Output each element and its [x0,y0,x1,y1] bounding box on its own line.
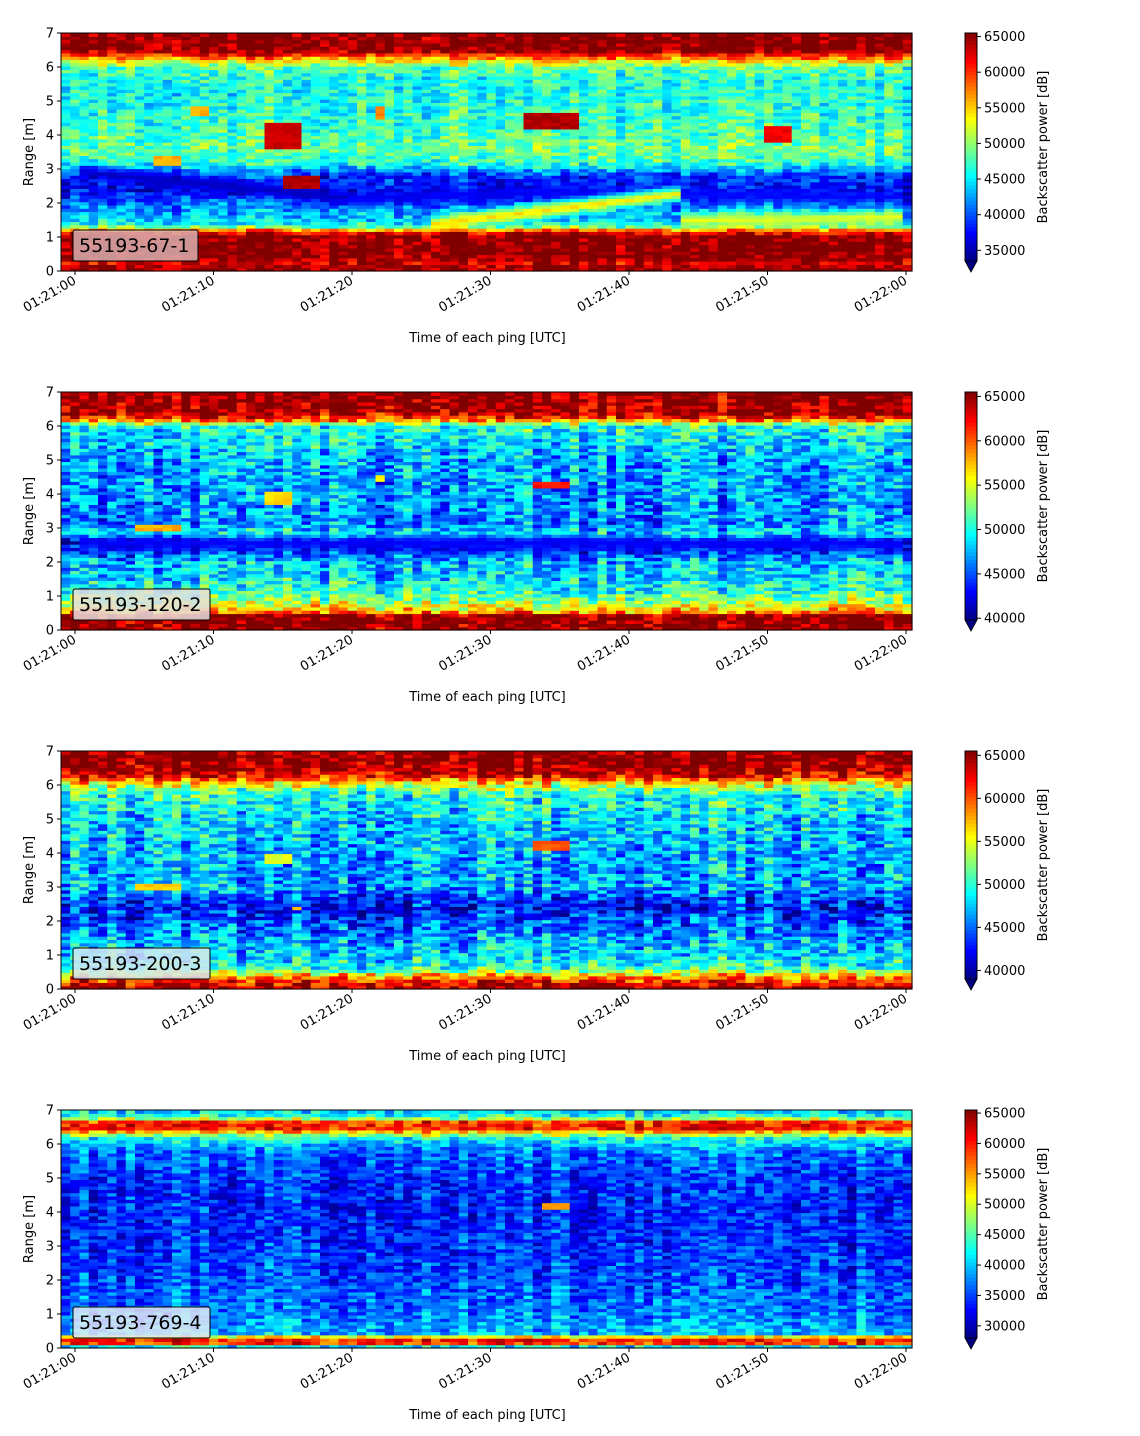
heatmap-cell [237,33,247,37]
heatmap-cell [265,33,275,37]
heatmap-cell [292,33,302,37]
heatmap-cell [339,33,349,37]
heatmap-cell [89,33,99,37]
heatmap-cell [255,33,265,37]
heatmap-cell [218,33,228,37]
heatmap-cell [598,33,608,37]
heatmap-cell [320,33,330,37]
heatmap-cell [635,33,645,37]
heatmap-cell [283,33,293,37]
heatmap-cell [302,33,312,37]
heatmap-cell [588,33,598,37]
heatmap-cell [607,33,617,37]
heatmap-cell [126,33,136,37]
heatmap-cell [644,33,654,37]
heatmap-cell [70,33,80,37]
heatmap-cell [376,33,386,37]
heatmap-cell [450,33,460,37]
heatmap-cell [135,33,145,37]
heatmap-cell [329,33,339,37]
heatmap-cell [144,33,154,37]
heatmap-cell [154,33,164,37]
heatmap-cell [246,33,256,37]
heatmap-cell [496,33,506,37]
heatmap-cell [514,33,524,37]
heatmap-cell [579,33,589,37]
heatmap-cell [61,33,71,37]
heatmap-cell [228,33,238,37]
heatmap-cell [551,33,561,37]
heatmap-cell [209,33,219,37]
heatmap-cell [191,33,201,37]
heatmap-cell [311,33,321,37]
heatmap-cell [672,33,682,37]
heatmap-cell [80,33,90,37]
heatmap-cell [172,33,182,37]
heatmap-cell [468,33,478,37]
heatmap-cell [487,33,497,37]
heatmap-cell [403,33,413,37]
heatmap-cell [561,33,571,37]
heatmap-cell [385,33,395,37]
heatmap-cell [98,33,108,37]
heatmap-cell [422,33,432,37]
heatmap-cell [533,33,543,37]
heatmap-cell [681,33,691,37]
heatmap-cell [625,33,635,37]
heatmap-cell [459,33,469,37]
heatmap-cell [431,33,441,37]
heatmap-cell [200,33,210,37]
heatmap-cell [348,33,358,37]
heatmap-cell [440,33,450,37]
heatmap-cell [690,33,700,37]
heatmap-cell [394,33,404,37]
heatmap-cell [524,33,534,37]
heatmap-cell [542,33,552,37]
heatmap-cell [570,33,580,37]
heatmap-cell [653,33,663,37]
heatmap-cell [357,33,367,37]
heatmap-cell [366,33,376,37]
heatmap-cell [662,33,672,37]
heatmap-cell [413,33,423,37]
heatmap-cell [107,33,117,37]
heatmap-cell [616,33,626,37]
heatmap-cell [163,33,173,37]
heatmap-cell [117,33,127,37]
heatmap-cell [181,33,191,37]
heatmap-cell [477,33,487,37]
heatmap-cell [505,33,515,37]
heatmap-cell [274,33,284,37]
